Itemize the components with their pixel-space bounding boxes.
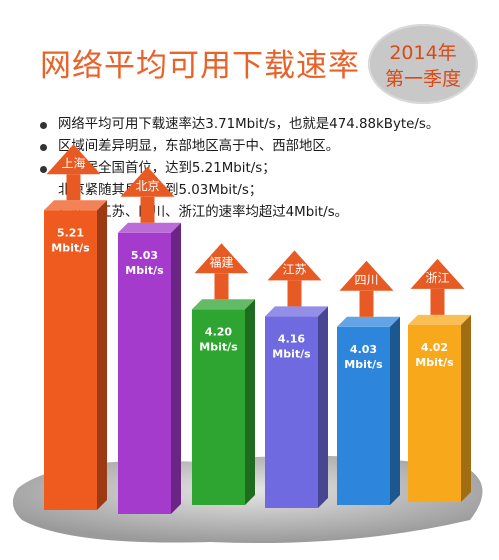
value-label: 4.02 bbox=[421, 341, 448, 354]
bar-side bbox=[245, 299, 255, 505]
bars-group: 上海 5.21 Mbit/s 北京 5.03 Mbit/s 福建 4.20 Mbit/s 江苏 4.… bbox=[44, 144, 471, 514]
unit-label: Mbit/s bbox=[125, 264, 164, 277]
unit-label: Mbit/s bbox=[344, 358, 383, 371]
arrow-up-icon bbox=[194, 243, 249, 300]
category-label: 江苏 bbox=[282, 262, 306, 276]
arrow-up-icon bbox=[46, 144, 101, 201]
bar-5: 四川 4.03 Mbit/s bbox=[337, 260, 400, 505]
arrow-head bbox=[194, 243, 249, 274]
bar-2: 北京 5.03 Mbit/s bbox=[118, 166, 181, 514]
summary-bullets: 网络平均可用下载速率达3.71Mbit/s，也就是474.88kByte/s。 … bbox=[40, 114, 439, 224]
bullet-item: 区域间差异明显，东部地区高于中、西部地区。 bbox=[40, 136, 439, 158]
unit-label: Mbit/s bbox=[51, 241, 90, 254]
bar-top bbox=[192, 299, 255, 310]
bar-4: 江苏 4.16 Mbit/s bbox=[265, 250, 328, 508]
arrow-shaft bbox=[430, 288, 445, 315]
unit-label: Mbit/s bbox=[199, 340, 238, 353]
bar-side bbox=[171, 222, 181, 514]
bar-front bbox=[192, 309, 245, 505]
bar-1: 上海 5.21 Mbit/s bbox=[44, 144, 107, 510]
bar-front bbox=[408, 324, 461, 502]
page-title: 网络平均可用下载速率 bbox=[40, 48, 360, 84]
bar-3: 福建 4.20 Mbit/s bbox=[192, 243, 255, 505]
arrow-head bbox=[410, 258, 465, 289]
category-label: 福建 bbox=[209, 254, 233, 269]
period-badge: 2014年 第一季度 bbox=[368, 24, 478, 104]
bar-front bbox=[118, 232, 171, 514]
bullet-text: 网络平均可用下载速率达3.71Mbit/s，也就是474.88kByte/s。 bbox=[58, 117, 440, 132]
bullet-dot-icon bbox=[40, 122, 47, 129]
bullet-text: 区域间差异明显，东部地区高于中、西部地区。 bbox=[58, 139, 340, 154]
bar-front bbox=[44, 210, 97, 510]
bar-front bbox=[337, 326, 390, 505]
arrow-up-icon bbox=[267, 250, 322, 307]
badge-quarter: 第一季度 bbox=[384, 68, 461, 90]
value-label: 5.03 bbox=[131, 249, 158, 262]
bullet-text: 福建、江苏、四川、浙江的速率均超过4Mbit/s。 bbox=[58, 205, 349, 220]
badge-year: 2014年 bbox=[389, 42, 457, 64]
arrow-shaft bbox=[214, 273, 229, 300]
category-label: 上海 bbox=[61, 155, 85, 170]
bar-side bbox=[390, 316, 400, 505]
arrow-head bbox=[46, 144, 101, 175]
bar-top bbox=[337, 316, 400, 327]
arrow-up-icon bbox=[120, 166, 175, 223]
arrow-head bbox=[267, 250, 322, 281]
value-label: 4.16 bbox=[278, 332, 305, 345]
category-label: 北京 bbox=[135, 179, 159, 193]
category-label: 四川 bbox=[354, 273, 378, 287]
bullet-text: 上海居全国首位，达到5.21Mbit/s； bbox=[58, 161, 276, 176]
arrow-head bbox=[120, 166, 175, 197]
bar-top bbox=[265, 306, 328, 317]
bar-front bbox=[265, 316, 318, 508]
bar-side bbox=[318, 306, 328, 508]
arrow-head bbox=[339, 260, 394, 291]
bar-6: 浙江 4.02 Mbit/s bbox=[408, 258, 471, 502]
arrow-up-icon bbox=[339, 260, 394, 317]
arrow-up-icon bbox=[410, 258, 465, 315]
value-label: 4.20 bbox=[205, 325, 232, 338]
unit-label: Mbit/s bbox=[272, 347, 311, 360]
arrow-shaft bbox=[287, 280, 302, 307]
arrow-shaft bbox=[140, 196, 155, 223]
bar-side bbox=[461, 314, 471, 502]
arrow-shaft bbox=[66, 174, 81, 201]
unit-label: Mbit/s bbox=[415, 356, 454, 369]
arrow-shaft bbox=[359, 290, 374, 317]
bullet-item: 网络平均可用下载速率达3.71Mbit/s，也就是474.88kByte/s。 bbox=[40, 114, 439, 136]
category-label: 浙江 bbox=[425, 271, 449, 285]
value-label: 5.21 bbox=[57, 226, 84, 239]
bar-top bbox=[44, 200, 107, 211]
bar-top bbox=[408, 314, 471, 325]
bullet-dot-icon bbox=[40, 166, 47, 173]
bar-top bbox=[118, 222, 181, 233]
bar-side bbox=[97, 200, 107, 510]
bullet-dot-icon bbox=[40, 144, 47, 151]
value-label: 4.03 bbox=[350, 343, 377, 356]
